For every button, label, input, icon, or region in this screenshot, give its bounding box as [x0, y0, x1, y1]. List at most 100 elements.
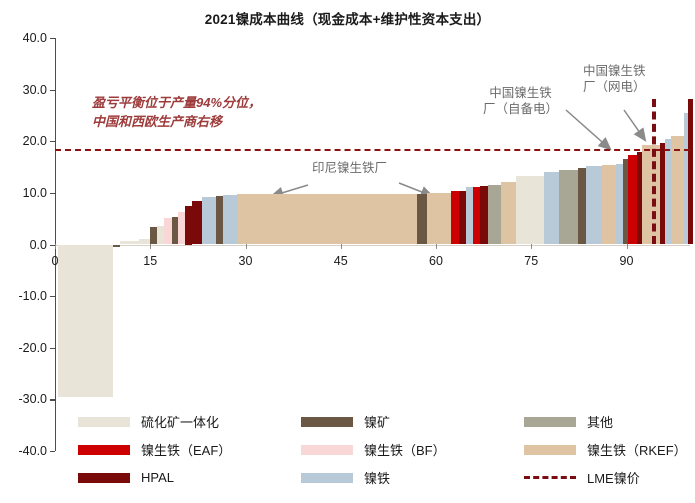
legend-item[interactable]: 镍生铁（BF）: [301, 436, 446, 463]
bar-npi_rkef: [641, 145, 660, 245]
bar-mine: [416, 193, 428, 245]
legend-swatch: [301, 472, 353, 483]
x-axis-line: [55, 244, 690, 246]
y-tick-label: 10.0: [22, 185, 47, 200]
bar-ferronickel: [683, 113, 689, 245]
legend-swatch: [78, 444, 130, 455]
bar-sulfide: [156, 225, 165, 245]
bar-npi_rkef: [500, 182, 516, 245]
bar-mine: [622, 158, 628, 245]
bar-mine: [578, 168, 586, 245]
bar-mine: [171, 216, 179, 245]
x-tick-mark: [55, 244, 57, 249]
x-tick-mark: [245, 244, 247, 249]
legend-label: 镍铁: [364, 471, 391, 486]
y-tick-mark: [50, 192, 55, 195]
callout-indonesia-npi-label: 印尼镍生铁厂: [312, 161, 388, 175]
x-tick-label: 15: [143, 254, 158, 268]
legend-item[interactable]: 镍铁: [301, 464, 390, 491]
legend-item[interactable]: HPAL: [78, 464, 174, 491]
bar-npi_eaf: [451, 191, 459, 245]
bar-ferronickel: [664, 138, 671, 245]
bar-ferronickel: [202, 197, 217, 245]
x-tick-mark: [531, 244, 533, 249]
y-tick-mark: [50, 451, 55, 453]
y-tick-mark: [50, 347, 55, 349]
callout-china-npi-grid-line2: 厂（网电）: [583, 80, 646, 95]
x-tick-label: 60: [429, 254, 443, 268]
legend-item[interactable]: 镍矿: [301, 408, 390, 435]
legend-item[interactable]: 其他: [524, 408, 613, 435]
legend-item[interactable]: LME镍价: [524, 464, 640, 491]
arrow-indonesia-right: [398, 182, 435, 198]
bar-sulfide: [516, 175, 544, 245]
breakeven-percentile-line: [651, 98, 656, 245]
x-tick-mark: [150, 244, 152, 249]
y-tick-mark: [50, 296, 55, 298]
y-tick-label: 20.0: [22, 134, 47, 149]
bar-hpal: [659, 143, 665, 245]
x-tick-mark: [436, 244, 438, 249]
bar-sulfide: [57, 244, 114, 397]
y-tick-mark: [50, 399, 55, 401]
legend-swatch: [524, 416, 576, 427]
x-tick-label: 90: [619, 254, 634, 268]
y-tick-mark: [50, 141, 55, 143]
legend-label: 硫化矿一体化: [141, 415, 220, 430]
legend-swatch: [524, 476, 576, 479]
y-tick-label: 40.0: [22, 31, 47, 45]
x-tick-mark: [626, 244, 628, 249]
bar-hpal: [688, 98, 693, 245]
bar-npi_bf: [164, 218, 172, 245]
legend-label: 其他: [587, 415, 614, 430]
bar-mine: [216, 196, 223, 245]
x-tick-mark: [340, 244, 342, 249]
plot-inner: 40.0 30.0 20.0 10.0 0.0 -10.0 -20.0 -30.0 -40.0 0…: [19, 31, 693, 458]
bar-ferronickel: [466, 187, 473, 245]
y-tick-label: -40.0: [18, 444, 48, 458]
legend-swatch: [524, 444, 576, 455]
legend-label: HPAL: [141, 470, 174, 485]
bar-hpal: [458, 190, 467, 245]
arrow-china-captive: [565, 109, 612, 151]
x-tick-label: 75: [524, 254, 539, 268]
bar-hpal: [184, 205, 192, 245]
y-tick-mark: [50, 38, 55, 40]
plot-area: 40.0 30.0 20.0 10.0 0.0 -10.0 -20.0 -30.0 -40.0 0…: [19, 31, 693, 458]
callout-china-npi-grid-line1: 中国镍生铁: [583, 64, 646, 78]
legend-label: 镍生铁（EAF）: [141, 443, 232, 458]
bar-ferronickel: [585, 166, 603, 245]
legend-swatch: [78, 416, 130, 427]
legend-swatch: [301, 444, 353, 455]
x-tick-label: 30: [238, 254, 253, 268]
bar-ferronickel: [543, 171, 560, 245]
legend-item[interactable]: 镍生铁（EAF）: [78, 436, 231, 463]
legend-item[interactable]: 镍生铁（RKEF）: [524, 436, 687, 463]
bar-sulfide: [138, 239, 151, 245]
legend-swatch: [301, 416, 353, 427]
y-tick-label: 0.0: [29, 237, 47, 252]
x-tick-label: 0: [51, 254, 59, 268]
bar-ferronickel: [222, 194, 237, 245]
x-tick-label: 45: [333, 254, 348, 268]
bar-other: [559, 170, 579, 245]
bar-npi_eaf: [472, 186, 481, 245]
callout-china-npi-captive-power: 中国镍生铁 厂（自备电）: [483, 85, 558, 118]
bar-npi_rkef: [670, 136, 684, 245]
lme-price-reference-line: [55, 148, 690, 151]
breakeven-annotation: 盈亏平衡位于产量94%分位， 中国和西欧生产商右移: [92, 94, 261, 132]
legend-swatch: [78, 472, 130, 483]
bar-ferronickel: [616, 163, 623, 245]
legend-label: 镍生铁（BF）: [364, 443, 446, 458]
y-tick-label: 30.0: [22, 82, 47, 97]
y-tick-mark: [50, 244, 55, 246]
bar-mine: [113, 244, 120, 248]
y-tick-mark: [50, 89, 55, 91]
bar-npi_rkef: [427, 193, 452, 245]
legend-label: 镍矿: [364, 415, 391, 430]
chart-title: 2021镍成本曲线（现金成本+维护性资本支出）: [204, 12, 491, 27]
bar-hpal: [191, 201, 203, 245]
legend-label: LME镍价: [587, 471, 640, 486]
y-tick-label: -20.0: [18, 340, 48, 355]
legend-item[interactable]: 硫化矿一体化: [78, 408, 219, 435]
